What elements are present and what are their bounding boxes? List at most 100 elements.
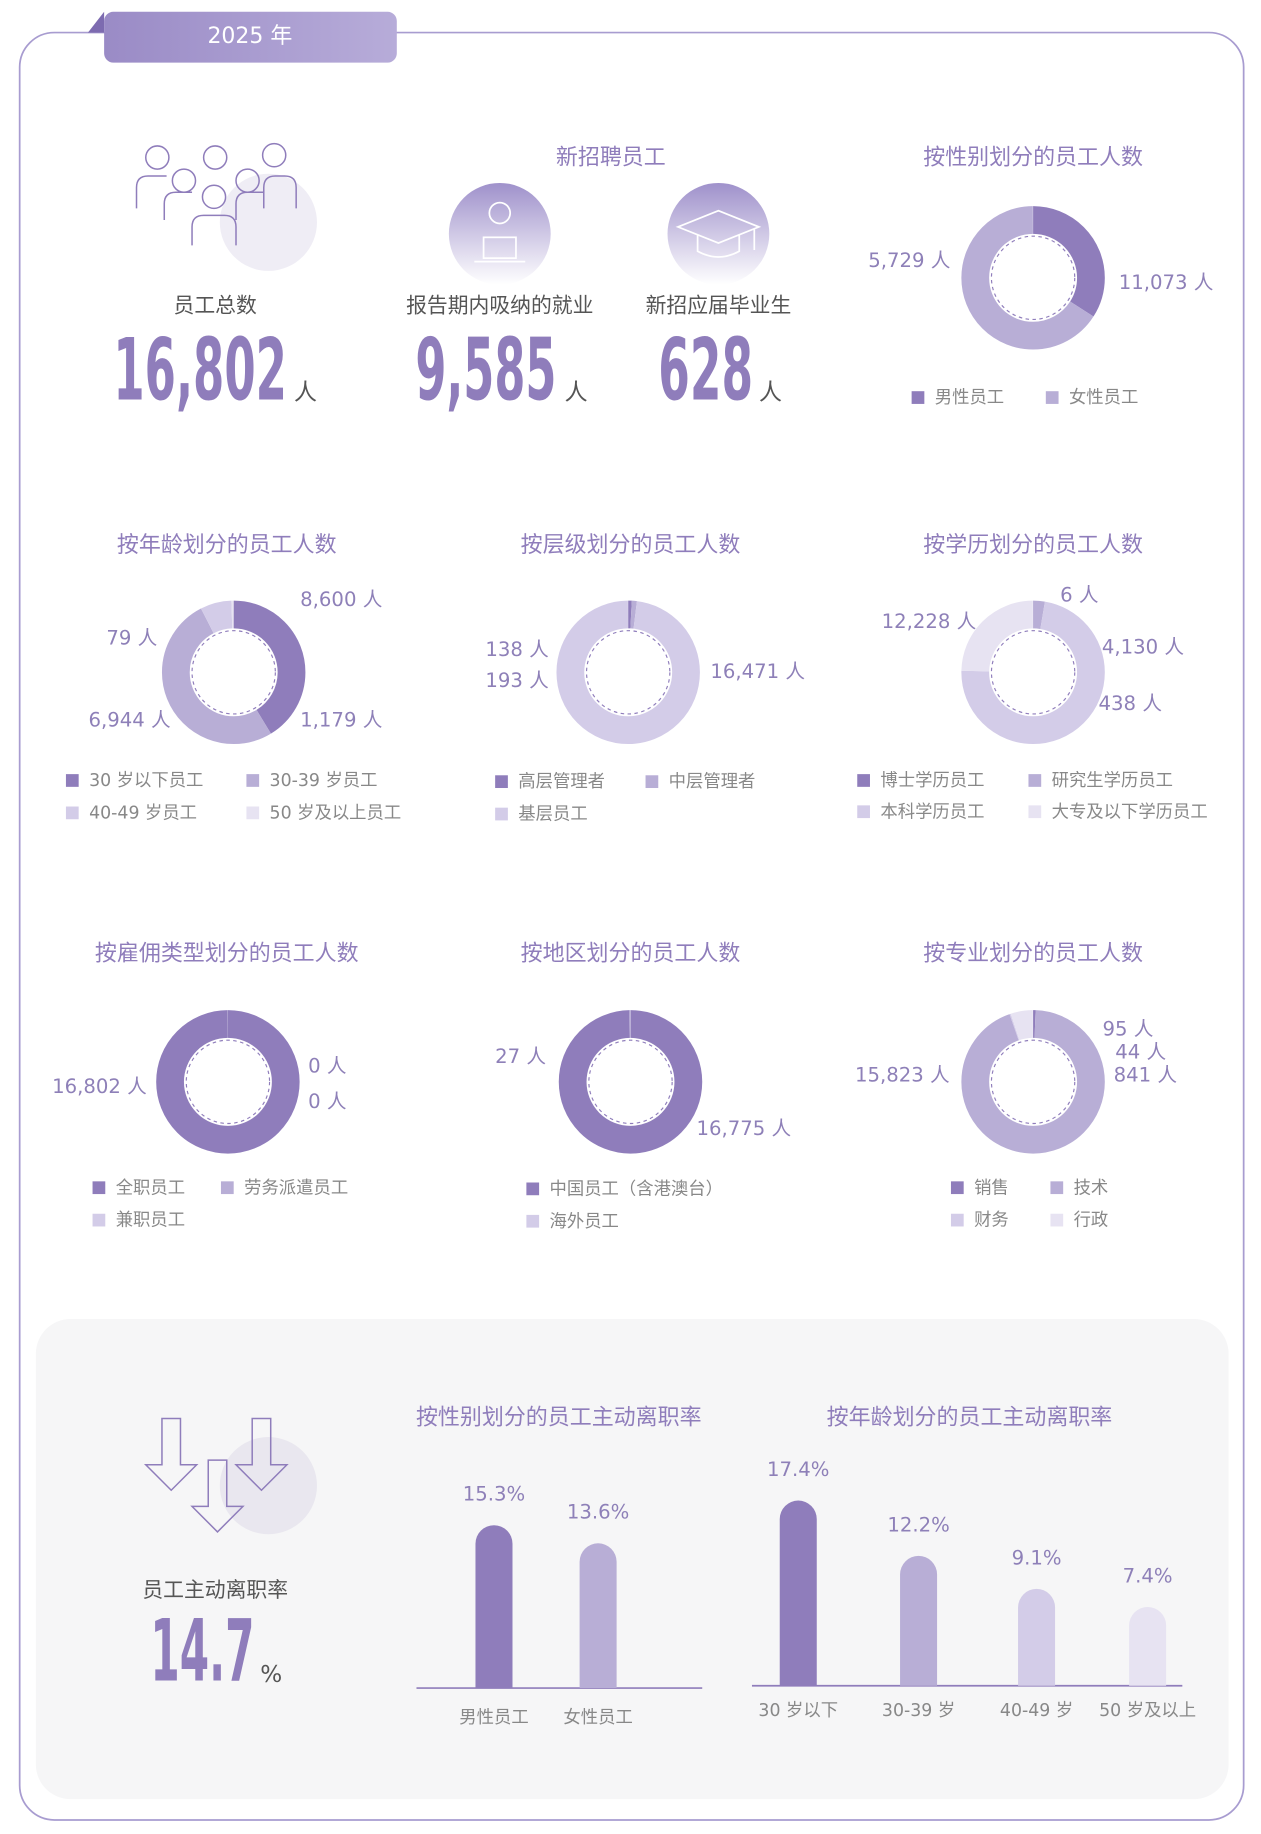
value-label: 15.3% (463, 1483, 525, 1506)
legend-swatch (495, 807, 508, 821)
legend-label: 高层管理者 (518, 772, 605, 792)
legend-swatch (1045, 391, 1059, 404)
donut-inner (990, 630, 1076, 715)
donut-segment (558, 1010, 703, 1154)
value-label: 0 人 (308, 1054, 346, 1077)
attrition-unit: % (260, 1662, 282, 1688)
x-tick-label: 女性员工 (563, 1708, 632, 1728)
legend-label: 博士学历员工 (880, 771, 984, 791)
donut-inner (990, 1039, 1076, 1125)
value-label: 6 人 (1060, 583, 1098, 606)
legend-swatch (857, 805, 870, 819)
donut-inner (990, 235, 1076, 321)
legend-swatch (1028, 774, 1042, 787)
value-label: 44 人 (1115, 1040, 1166, 1063)
value-label: 4,130 人 (1102, 636, 1184, 659)
stat-unit: 人 (294, 380, 317, 406)
chart-title: 按层级划分的员工人数 (521, 533, 741, 558)
stat-label: 报告期内吸纳的就业 (406, 294, 593, 318)
value-label: 17.4% (767, 1458, 829, 1481)
legend-label: 研究生学历员工 (1052, 771, 1173, 791)
legend-swatch (220, 1181, 234, 1195)
chart-title: 按地区划分的员工人数 (521, 942, 741, 967)
legend-label: 中层管理者 (669, 772, 756, 792)
bar (475, 1525, 513, 1689)
legend-label: 兼职员工 (116, 1211, 185, 1231)
legend-label: 50 岁及以上员工 (270, 803, 402, 823)
value-label: 11,073 人 (1119, 271, 1214, 294)
value-label: 16,471 人 (710, 660, 805, 683)
chart-title: 按性别划分的员工人数 (923, 146, 1143, 171)
legend-swatch (526, 1182, 540, 1196)
donut-segment (961, 1010, 1105, 1154)
donut-segment (961, 600, 1105, 745)
legend-label: 海外员工 (550, 1212, 619, 1232)
bar (900, 1555, 938, 1686)
donut-inner (588, 1039, 673, 1125)
value-label: 16,802 人 (52, 1075, 147, 1098)
legend-swatch (65, 774, 79, 787)
value-label: 16,775 人 (697, 1117, 792, 1140)
x-tick-label: 30-39 岁 (882, 1701, 955, 1721)
donut-segment (161, 600, 306, 745)
legend-label: 40-49 岁员工 (89, 803, 197, 823)
chart-title: 按年龄划分的员工主动离职率 (827, 1406, 1113, 1431)
x-tick-label: 50 岁及以上 (1099, 1701, 1196, 1721)
legend-label: 30 岁以下员工 (89, 771, 203, 791)
badge-fold (87, 11, 105, 33)
graduate-icon (667, 182, 770, 285)
bar (579, 1543, 617, 1689)
chart-title: 按年龄划分的员工人数 (117, 533, 337, 558)
donut-inner (185, 1039, 271, 1125)
value-label: 12.2% (887, 1513, 949, 1536)
value-label: 9.1% (1012, 1546, 1062, 1569)
stat-unit: 人 (565, 380, 588, 406)
x-tick-label: 40-49 岁 (1000, 1701, 1073, 1721)
value-label: 438 人 (1099, 692, 1162, 715)
donut-segment (961, 206, 1105, 350)
value-label: 6,944 人 (88, 708, 170, 731)
x-tick-label: 30 岁以下 (758, 1701, 838, 1721)
donut-segment (156, 1010, 300, 1154)
x-tick-label: 男性员工 (459, 1708, 528, 1728)
donut-segment (556, 600, 700, 745)
value-label: 5,729 人 (868, 249, 950, 272)
frame (18, 31, 1245, 1821)
stat-value: 16,802 (113, 322, 287, 421)
attrition-value: 14.7 (150, 1602, 254, 1701)
value-label: 79 人 (106, 626, 157, 649)
legend-label: 中国员工（含港澳台） (550, 1179, 723, 1199)
legend-label: 大专及以下学历员工 (1052, 802, 1208, 822)
employment-icon (448, 182, 551, 285)
legend-label: 全职员工 (116, 1178, 185, 1198)
value-label: 1,179 人 (300, 708, 382, 731)
stat-value: 9,585 (415, 322, 556, 421)
legend-label: 财务 (974, 1211, 1009, 1231)
legend-swatch (246, 806, 260, 820)
donut-inner (191, 630, 276, 715)
legend-swatch (857, 774, 870, 787)
legend-label: 30-39 岁员工 (270, 771, 378, 791)
legend-label: 技术 (1074, 1178, 1109, 1198)
bar (1129, 1606, 1167, 1686)
donut-inner (585, 630, 671, 715)
legend-swatch (645, 775, 659, 789)
badge-text: 2025 年 (207, 24, 292, 49)
value-label: 193 人 (485, 669, 548, 692)
bar (1018, 1588, 1056, 1686)
donut-segment (961, 1010, 1105, 1154)
value-label: 7.4% (1123, 1564, 1173, 1587)
people-icon (135, 142, 317, 271)
stat-value: 628 (658, 322, 753, 421)
value-label: 138 人 (485, 638, 548, 661)
donut-segment (961, 600, 1105, 745)
value-label: 13.6% (567, 1501, 629, 1524)
legend-swatch (950, 1213, 964, 1227)
attrition-label: 员工主动离职率 (142, 1578, 288, 1602)
value-label: 12,228 人 (882, 610, 977, 633)
chart-title: 按性别划分的员工主动离职率 (416, 1406, 702, 1431)
legend-label: 销售 (974, 1178, 1009, 1198)
value-label: 8,600 人 (300, 588, 382, 611)
value-label: 27 人 (495, 1045, 546, 1068)
